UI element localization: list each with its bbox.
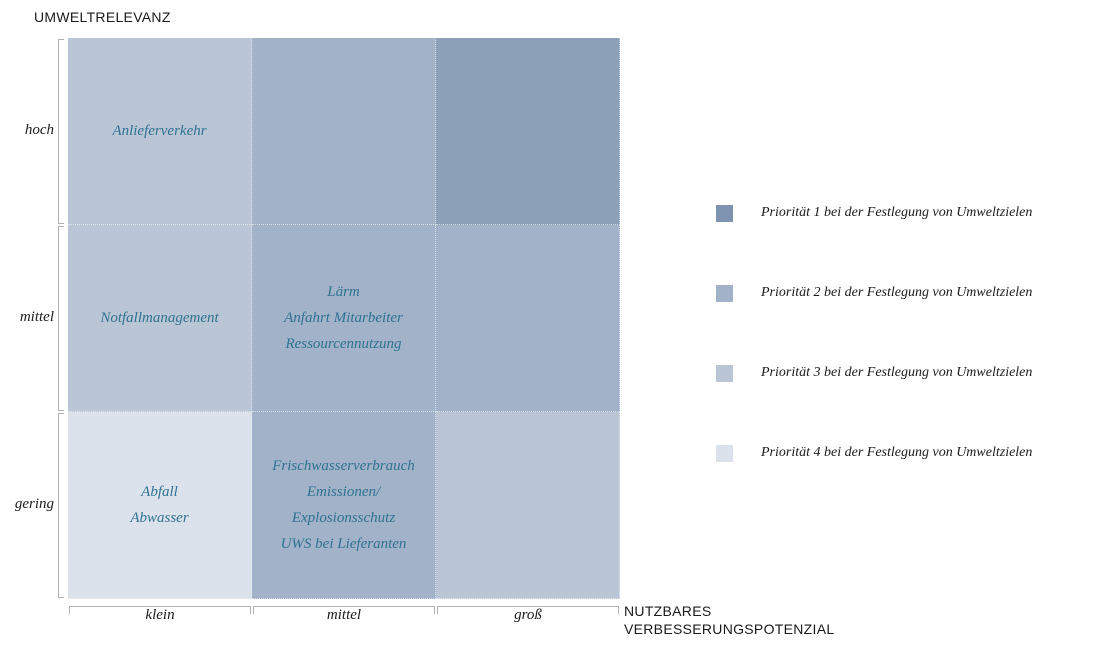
y-tick-label-mittel: mittel [19,308,54,325]
cell-item-label: Abwasser [130,510,189,526]
matrix-cell-mittel-gross [436,225,620,412]
y-tick-bracket [58,413,64,598]
legend-swatch [716,204,733,222]
legend-item-priority-2: Priorität 2 bei der Festlegung von Umwel… [716,283,1032,303]
y-axis-title: UMWELTRELEVANZ [34,9,171,25]
matrix-cell-mittel-mittel: Lärm Anfahrt Mitarbeiter Ressourcennutzung [252,225,436,412]
cell-items: Lärm Anfahrt Mitarbeiter Ressourcennutzung [284,279,403,357]
cell-items: Notfallmanagement [100,305,218,331]
legend-label: Priorität 3 bei der Festlegung von Umwel… [761,365,1033,380]
cell-item-label: Ressourcennutzung [285,336,402,352]
y-tick-bracket [58,226,64,411]
legend-swatch [716,444,733,462]
cell-item-label: Abfall [141,484,178,500]
legend-label: Priorität 4 bei der Festlegung von Umwel… [761,445,1033,460]
matrix-cell-gering-gross [436,412,620,599]
x-tick-bracket [253,606,435,614]
cell-item-label: Emissionen/ [306,484,381,500]
x-tick-label-gross: groß [514,607,542,623]
cell-item-label: Explosionsschutz [291,510,396,526]
legend-label: Priorität 1 bei der Festlegung von Umwel… [761,205,1033,220]
cell-items: Anlieferverkehr [112,118,206,144]
cell-items: Frischwasserverbrauch Emissionen/Explosio… [272,453,415,557]
x-tick-bracket [437,606,619,614]
cell-items: Abfall Abwasser [130,479,188,531]
y-tick-label-hoch: hoch [24,121,54,138]
legend-item-priority-3: Priorität 3 bei der Festlegung von Umwel… [716,363,1032,383]
legend-item-priority-4: Priorität 4 bei der Festlegung von Umwel… [716,443,1032,463]
x-tick-bracket [69,606,251,614]
matrix-cell-hoch-mittel [252,38,436,225]
y-tick-label-gering: gering [14,495,54,512]
x-tick-label-mittel: mittel [326,607,362,623]
cell-item-label: UWS bei Lieferanten [280,536,407,552]
cell-item-label: Frischwasserverbrauch [272,458,415,474]
x-axis-title-line-2: VERBESSERUNGSPOTENZIAL [624,621,835,637]
cell-item-label: Anfahrt Mitarbeiter [284,310,403,326]
legend-label: Priorität 2 bei der Festlegung von Umwel… [761,285,1033,300]
legend-swatch [716,364,733,382]
cell-item-label: Anlieferverkehr [112,123,207,139]
x-axis-title-line-1: NUTZBARES [624,603,712,619]
x-tick-label-klein: klein [145,607,175,623]
matrix-cell-gering-klein: Abfall Abwasser [68,412,252,599]
priority-matrix: Anlieferverkehr Notfallmanagement Lärm Anfa… [68,38,620,600]
matrix-cell-hoch-klein: Anlieferverkehr [68,38,252,225]
matrix-cell-gering-mittel: Frischwasserverbrauch Emissionen/Explosio… [252,412,436,599]
legend-swatch [716,284,733,302]
legend-item-priority-1: Priorität 1 bei der Festlegung von Umwel… [716,203,1032,223]
y-tick-bracket [58,39,64,224]
cell-item-label: Lärm [327,284,360,300]
cell-item-label: Notfallmanagement [100,310,219,326]
matrix-cell-hoch-gross [436,38,620,225]
matrix-cell-mittel-klein: Notfallmanagement [68,225,252,412]
x-axis-title: NUTZBARES VERBESSERUNGSPOTENZIAL [624,602,874,638]
